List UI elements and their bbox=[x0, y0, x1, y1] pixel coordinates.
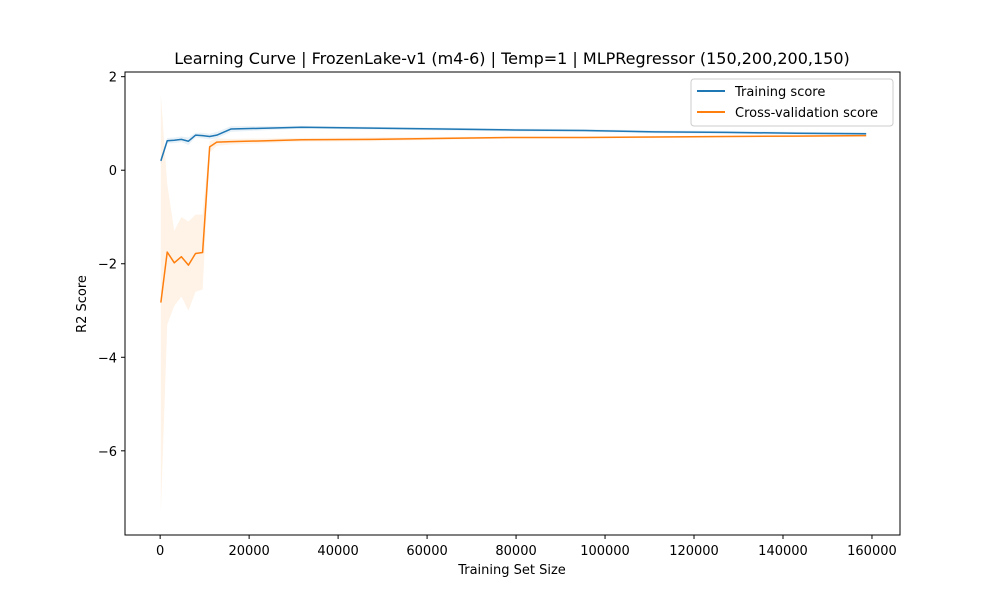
x-tick-label: 80000 bbox=[495, 544, 536, 559]
x-axis-label: Training Set Size bbox=[457, 563, 566, 578]
y-axis-label: R2 Score bbox=[75, 275, 90, 333]
legend-label-series-0: Training score bbox=[734, 85, 825, 100]
legend: Training score Cross-validation score bbox=[690, 78, 894, 127]
band-series-0 bbox=[160, 125, 867, 165]
legend-label-series-1: Cross-validation score bbox=[735, 106, 878, 121]
x-tick-label: 60000 bbox=[406, 544, 447, 559]
y-tick-label: −2 bbox=[98, 258, 117, 273]
x-tick-label: 20000 bbox=[228, 544, 269, 559]
line-series-0 bbox=[160, 126, 867, 162]
x-tick-label: 40000 bbox=[317, 544, 358, 559]
x-axis-ticks: 0 20000 40000 60000 80000 100000 120000 140000 1… bbox=[156, 535, 897, 559]
y-tick-label: −4 bbox=[98, 351, 117, 366]
x-tick-label: 140000 bbox=[758, 544, 808, 559]
y-tick-label: 0 bbox=[109, 164, 117, 179]
line-series-1 bbox=[160, 134, 867, 303]
y-axis-ticks: 2 0 −2 −4 −6 bbox=[98, 71, 125, 460]
series-lines bbox=[160, 126, 867, 303]
x-tick-label: 160000 bbox=[847, 544, 897, 559]
chart-title: Learning Curve | FrozenLake-v1 (m4-6) | … bbox=[174, 49, 850, 68]
legend-box bbox=[690, 78, 894, 127]
plot-area-frame bbox=[124, 71, 901, 536]
x-tick-label: 100000 bbox=[580, 544, 630, 559]
confidence-bands bbox=[160, 95, 867, 512]
band-series-1 bbox=[160, 95, 867, 512]
y-tick-label: −6 bbox=[98, 445, 117, 460]
y-tick-label: 2 bbox=[109, 71, 117, 86]
x-tick-label: 120000 bbox=[669, 544, 719, 559]
x-tick-label: 0 bbox=[156, 544, 164, 559]
